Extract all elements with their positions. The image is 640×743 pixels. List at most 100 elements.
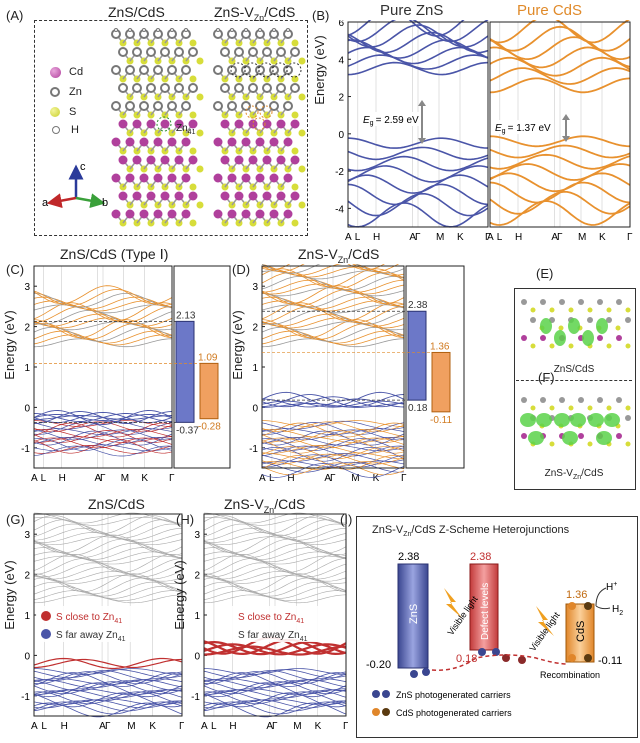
- cd-atom: [248, 119, 258, 129]
- cd-atom: [118, 191, 128, 201]
- charge-lobe: [536, 413, 552, 427]
- zn-atom: [220, 83, 230, 93]
- k-point-label: A: [409, 232, 416, 243]
- panel-i-title: ZnS-VZn/CdS Z-Scheme Heterojunctions: [372, 524, 570, 539]
- zn-atom: [188, 83, 198, 93]
- cds-carrier: [568, 602, 576, 610]
- cd-atom: [220, 119, 230, 129]
- k-point-label: L: [355, 232, 361, 243]
- zn-atom: [276, 83, 286, 93]
- zn-atom: [160, 47, 170, 57]
- zns-band-bar: [407, 310, 427, 401]
- s-atom-icon: [50, 107, 60, 117]
- panel-g-title: ZnS/CdS: [88, 496, 145, 512]
- crystal-axes-icon: c a b: [42, 161, 108, 209]
- panel-e-caption: ZnS/CdS: [553, 364, 595, 375]
- s-atom: [298, 93, 306, 101]
- cd-atom: [290, 155, 300, 165]
- s-atom: [291, 147, 299, 155]
- cd-atom: [139, 209, 149, 219]
- y-tick-label: -2: [335, 167, 344, 178]
- zn-atom: [290, 83, 300, 93]
- k-point-label: K: [373, 473, 380, 484]
- y-tick-label: 0: [338, 130, 344, 141]
- zn-atom: [118, 47, 128, 57]
- k-point-label: K: [457, 232, 464, 243]
- svg-text:S close to Zn41: S close to Zn41: [56, 612, 122, 625]
- panel-b-ylabel: Energy (eV): [312, 35, 327, 105]
- zn-atom: [174, 83, 184, 93]
- zn-atom: [213, 101, 223, 111]
- y-tick-label: 3: [252, 282, 258, 293]
- zns-cds-structure: [111, 28, 204, 227]
- panel-a-frame: [34, 20, 308, 236]
- k-point-label: H: [287, 473, 294, 484]
- cd-atom: [241, 209, 251, 219]
- panel-d-plot-frame: [261, 265, 405, 469]
- cd-atom: [283, 209, 293, 219]
- charge-lobe: [582, 330, 594, 346]
- h-atom: [156, 28, 160, 32]
- zn-atom: [167, 101, 177, 111]
- y-tick-label: 0: [194, 651, 200, 662]
- k-point-label: A: [551, 232, 558, 243]
- zns-carrier: [492, 648, 500, 656]
- atom-legend: Cd Zn S H: [50, 62, 83, 138]
- carrier: [518, 656, 526, 664]
- zn-atom: [111, 101, 121, 111]
- zns-vbm-value: 0.18: [408, 403, 428, 414]
- cd-atom: [132, 155, 142, 165]
- panel-c-title: ZnS/CdS (Type Ⅰ): [60, 246, 169, 262]
- h-atom: [272, 28, 276, 32]
- crystal-structures: Zn41: [111, 28, 306, 227]
- k-point-label: L: [41, 721, 47, 732]
- cd-atom: [118, 119, 128, 129]
- cd-atom: [269, 173, 279, 183]
- h-plus-label: H+: [606, 581, 617, 593]
- y-tick-label: 6: [338, 20, 344, 29]
- panel-a-title-right: ZnS-VZn/CdS: [214, 4, 296, 23]
- zn-atom: [146, 47, 156, 57]
- k-point-label: H: [59, 473, 66, 484]
- k-point-label: A: [259, 473, 266, 484]
- panel-i-frame: [356, 516, 638, 738]
- cd-atom: [234, 191, 244, 201]
- zn-atom: [188, 47, 198, 57]
- zns-gap-label: Eg = 2.59 eV: [363, 115, 419, 127]
- panel-g-plot-frame: [33, 513, 183, 717]
- zn-atom: [181, 101, 191, 111]
- cd-atom: [269, 209, 279, 219]
- zns-cbm-value: 2.13: [176, 310, 196, 321]
- axis-b-label: b: [102, 197, 108, 209]
- cd-atom: [262, 119, 272, 129]
- recombination-label: Recombination: [540, 670, 600, 680]
- vacancy-marker: [259, 105, 273, 119]
- y-tick-label: -1: [21, 444, 30, 455]
- k-point-label: Γ: [415, 232, 421, 243]
- cd-atom: [241, 137, 251, 147]
- legend-zn: Zn: [50, 82, 83, 102]
- y-tick-label: 3: [24, 282, 30, 293]
- y-tick-label: 2: [194, 571, 200, 582]
- h-atom: [170, 28, 174, 32]
- k-point-label: Γ: [100, 473, 106, 484]
- cds-carrier: [584, 654, 592, 662]
- cd-atom: [181, 137, 191, 147]
- zn-atom: [153, 65, 163, 75]
- charge-lobe: [568, 318, 580, 334]
- panel-b-title-left: Pure ZnS: [380, 2, 444, 19]
- cds-band-bar: [431, 351, 451, 413]
- k-point-label: L: [41, 473, 47, 484]
- zn-atom-icon: [50, 87, 60, 97]
- z-scheme-diagram: 2.38 ZnS -0.20 2.38 Defect levels 0.18 1…: [366, 551, 623, 718]
- zn-atom: [227, 101, 237, 111]
- cd-atom: [188, 119, 198, 129]
- zn-atom: [174, 47, 184, 57]
- k-point-label: M: [436, 232, 444, 243]
- cd-atom: [181, 173, 191, 183]
- cd-atom: [276, 119, 286, 129]
- zn-atom: [276, 47, 286, 57]
- zn-atom: [220, 47, 230, 57]
- panel-c-label: (C): [6, 262, 25, 277]
- h-atom: [114, 28, 118, 32]
